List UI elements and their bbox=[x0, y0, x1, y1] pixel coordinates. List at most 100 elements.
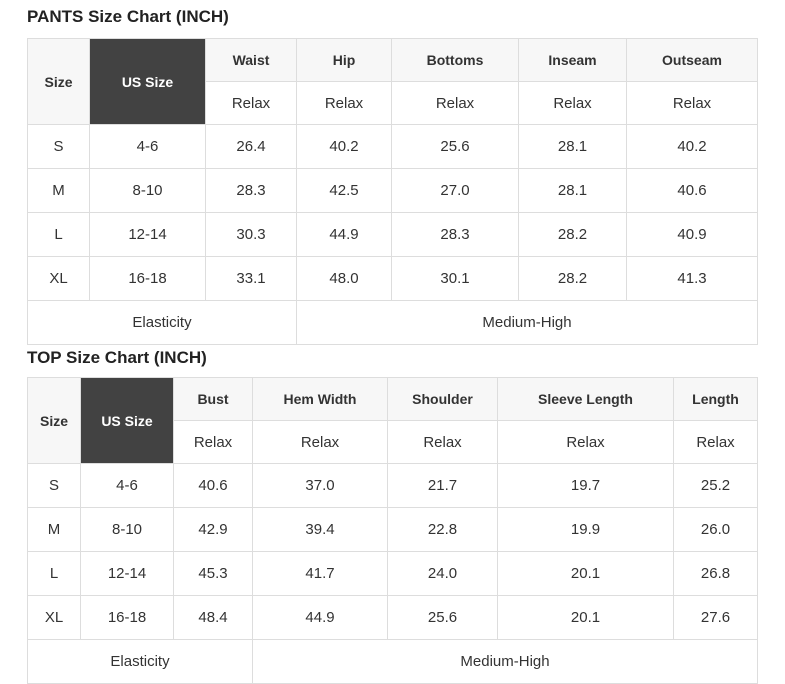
value-cell: 28.2 bbox=[518, 212, 627, 257]
measurement-column-header: Inseam bbox=[518, 38, 627, 82]
value-cell: 33.1 bbox=[205, 256, 297, 301]
elasticity-value: Medium-High bbox=[296, 300, 758, 345]
us-size-column-header: US Size bbox=[80, 377, 174, 464]
value-cell: 27.0 bbox=[391, 168, 519, 213]
elasticity-row: Elasticity Medium-High bbox=[27, 639, 758, 684]
size-cell: L bbox=[27, 551, 81, 596]
fit-cell: Relax bbox=[205, 81, 297, 125]
elasticity-label: Elasticity bbox=[27, 639, 253, 684]
table-row: L 12-14 30.3 44.9 28.3 28.2 40.9 bbox=[27, 212, 758, 257]
fit-cell: Relax bbox=[391, 81, 519, 125]
value-cell: 19.9 bbox=[497, 507, 674, 552]
value-cell: 28.1 bbox=[518, 168, 627, 213]
size-cell: M bbox=[27, 168, 90, 213]
us-size-column-header: US Size bbox=[89, 38, 206, 125]
value-cell: 37.0 bbox=[252, 463, 388, 508]
size-column-header: Size bbox=[27, 377, 81, 464]
us-size-cell: 4-6 bbox=[80, 463, 174, 508]
value-cell: 21.7 bbox=[387, 463, 498, 508]
value-cell: 27.6 bbox=[673, 595, 758, 640]
value-cell: 42.9 bbox=[173, 507, 253, 552]
value-cell: 44.9 bbox=[252, 595, 388, 640]
size-column-header: Size bbox=[27, 38, 90, 125]
value-cell: 28.3 bbox=[205, 168, 297, 213]
value-cell: 44.9 bbox=[296, 212, 392, 257]
value-cell: 28.1 bbox=[518, 124, 627, 169]
us-size-cell: 8-10 bbox=[80, 507, 174, 552]
fit-cell: Relax bbox=[252, 420, 388, 464]
pants-chart-title: PANTS Size Chart (INCH) bbox=[27, 7, 229, 26]
measurement-column-header: Bust bbox=[173, 377, 253, 421]
us-size-cell: 16-18 bbox=[80, 595, 174, 640]
value-cell: 42.5 bbox=[296, 168, 392, 213]
us-size-cell: 8-10 bbox=[89, 168, 206, 213]
header-row: Size US Size Waist Hip Bottoms Inseam Outseam bbox=[27, 38, 758, 125]
header-row: Size US Size Bust Hem Width Shoulder Sleeve L… bbox=[27, 377, 758, 464]
fit-cell: Relax bbox=[497, 420, 674, 464]
measurement-column-header: Bottoms bbox=[391, 38, 519, 82]
fit-cell: Relax bbox=[673, 420, 758, 464]
value-cell: 25.6 bbox=[387, 595, 498, 640]
value-cell: 28.3 bbox=[391, 212, 519, 257]
table-row: L 12-14 45.3 41.7 24.0 20.1 26.8 bbox=[27, 551, 758, 596]
fit-row: Relax Relax Relax Relax Relax bbox=[28, 420, 758, 464]
value-cell: 30.3 bbox=[205, 212, 297, 257]
pants-size-table: Size US Size Waist Hip Bottoms Inseam Outseam R… bbox=[27, 38, 758, 345]
elasticity-label: Elasticity bbox=[27, 300, 297, 345]
measurement-column-header: Length bbox=[673, 377, 758, 421]
measurement-column-header: Hem Width bbox=[252, 377, 388, 421]
table-row: M 8-10 42.9 39.4 22.8 19.9 26.0 bbox=[27, 507, 758, 552]
measurement-column-header: Shoulder bbox=[387, 377, 498, 421]
value-cell: 39.4 bbox=[252, 507, 388, 552]
value-cell: 45.3 bbox=[173, 551, 253, 596]
value-cell: 25.6 bbox=[391, 124, 519, 169]
size-cell: S bbox=[27, 463, 81, 508]
elasticity-value: Medium-High bbox=[252, 639, 758, 684]
measurement-column-header: Sleeve Length bbox=[497, 377, 674, 421]
size-cell: XL bbox=[27, 595, 81, 640]
us-size-cell: 12-14 bbox=[80, 551, 174, 596]
us-size-cell: 16-18 bbox=[89, 256, 206, 301]
value-cell: 24.0 bbox=[387, 551, 498, 596]
table-row: XL 16-18 48.4 44.9 25.6 20.1 27.6 bbox=[27, 595, 758, 640]
value-cell: 41.7 bbox=[252, 551, 388, 596]
top-size-chart-section: TOP Size Chart (INCH) Size US Size Bust Hem… bbox=[27, 349, 785, 684]
measurement-column-header: Hip bbox=[296, 38, 392, 82]
value-cell: 30.1 bbox=[391, 256, 519, 301]
value-cell: 48.4 bbox=[173, 595, 253, 640]
value-cell: 40.6 bbox=[173, 463, 253, 508]
size-cell: S bbox=[27, 124, 90, 169]
size-cell: L bbox=[27, 212, 90, 257]
top-size-table: Size US Size Bust Hem Width Shoulder Sleeve L… bbox=[27, 377, 758, 684]
fit-cell: Relax bbox=[626, 81, 758, 125]
table-row: S 4-6 40.6 37.0 21.7 19.7 25.2 bbox=[27, 463, 758, 508]
measurement-column-header: Waist bbox=[205, 38, 297, 82]
fit-cell: Relax bbox=[296, 81, 392, 125]
table-row: M 8-10 28.3 42.5 27.0 28.1 40.6 bbox=[27, 168, 758, 213]
top-chart-title: TOP Size Chart (INCH) bbox=[27, 348, 207, 367]
fit-row: Relax Relax Relax Relax Relax bbox=[28, 81, 758, 125]
value-cell: 25.2 bbox=[673, 463, 758, 508]
fit-cell: Relax bbox=[518, 81, 627, 125]
value-cell: 40.9 bbox=[626, 212, 758, 257]
value-cell: 19.7 bbox=[497, 463, 674, 508]
us-size-cell: 12-14 bbox=[89, 212, 206, 257]
size-cell: M bbox=[27, 507, 81, 552]
value-cell: 20.1 bbox=[497, 551, 674, 596]
value-cell: 22.8 bbox=[387, 507, 498, 552]
value-cell: 48.0 bbox=[296, 256, 392, 301]
value-cell: 40.2 bbox=[296, 124, 392, 169]
value-cell: 26.8 bbox=[673, 551, 758, 596]
us-size-cell: 4-6 bbox=[89, 124, 206, 169]
pants-size-chart-section: PANTS Size Chart (INCH) Size US Size Waist… bbox=[27, 8, 785, 345]
value-cell: 26.4 bbox=[205, 124, 297, 169]
measurement-column-header: Outseam bbox=[626, 38, 758, 82]
fit-cell: Relax bbox=[173, 420, 253, 464]
elasticity-row: Elasticity Medium-High bbox=[27, 300, 758, 345]
value-cell: 20.1 bbox=[497, 595, 674, 640]
value-cell: 41.3 bbox=[626, 256, 758, 301]
value-cell: 26.0 bbox=[673, 507, 758, 552]
size-cell: XL bbox=[27, 256, 90, 301]
table-row: XL 16-18 33.1 48.0 30.1 28.2 41.3 bbox=[27, 256, 758, 301]
